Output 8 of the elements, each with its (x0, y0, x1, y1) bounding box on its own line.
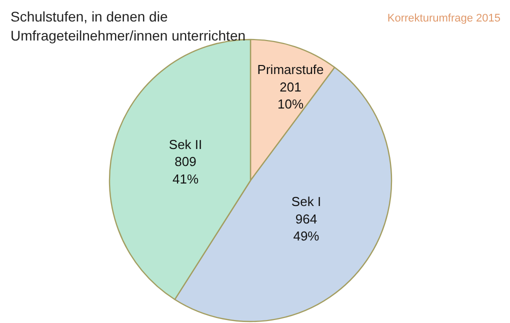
text: Korrekturumfrage 2015 (387, 12, 501, 24)
slice-label: Sek I (291, 194, 322, 210)
data-label: 964 49% (293, 211, 320, 244)
data-label: 201 10% (278, 79, 304, 112)
slice-label: Sek II (168, 136, 202, 152)
slice-label: Primarstufe (257, 62, 324, 78)
data-label: 809 41% (172, 154, 199, 186)
chart-title: Schulstufen, in denen die Umfrageteilnehmer/innen unterrichten (10, 8, 246, 44)
